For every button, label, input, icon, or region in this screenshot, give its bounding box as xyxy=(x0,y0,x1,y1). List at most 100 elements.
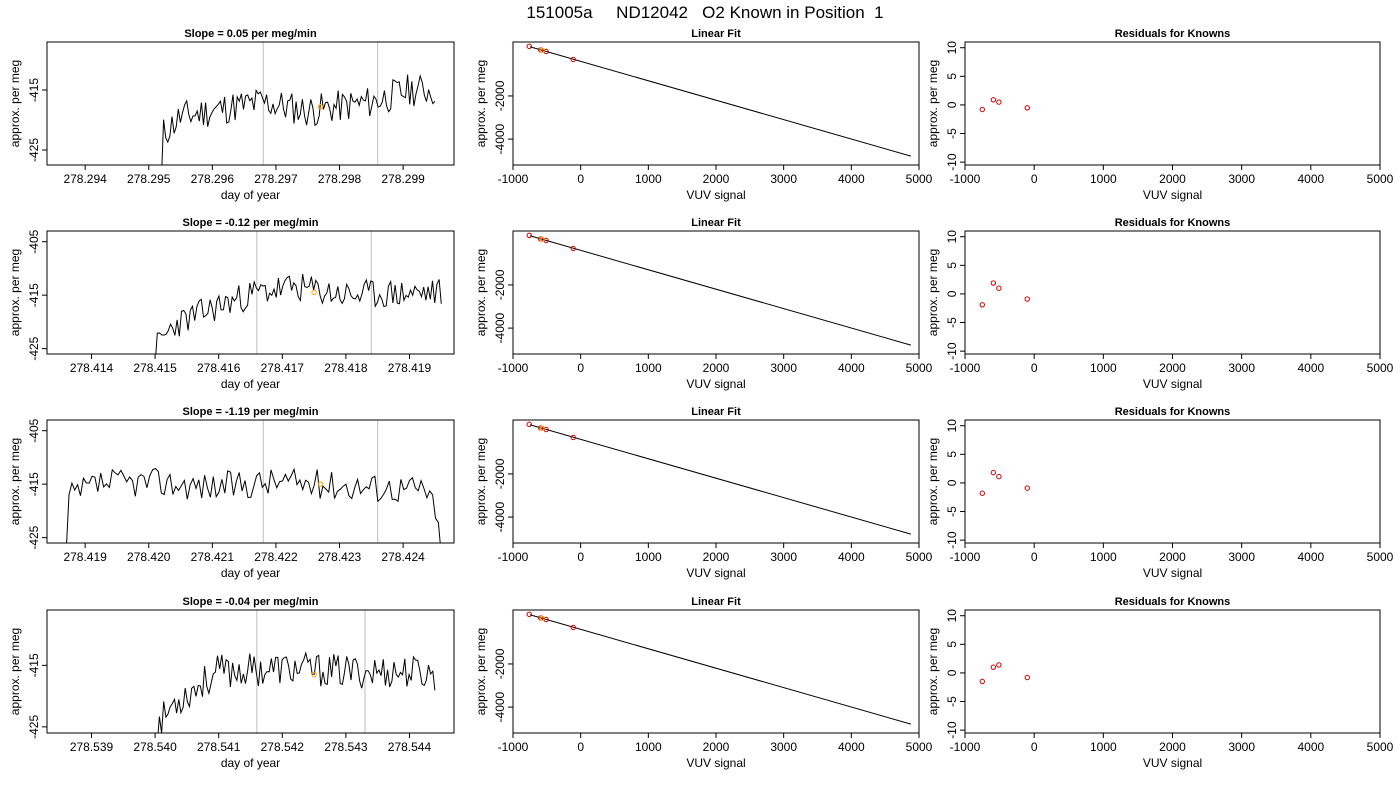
row1-time-frame xyxy=(46,41,455,166)
row4-resid-title: Residuals for Knowns xyxy=(1115,596,1231,608)
row2-resid-xtick-label-2: 1000 xyxy=(1090,361,1117,375)
row4-time-marker-point xyxy=(311,671,317,678)
row3-resid-plot-area xyxy=(979,469,1030,496)
row2-time-xtick-label-0: 278.414 xyxy=(70,361,114,375)
row2-resid-point-3 xyxy=(1024,296,1030,302)
row4-fit-point-3 xyxy=(570,624,576,631)
row2-time-xtick-label-1: 278.415 xyxy=(133,361,177,375)
row4-time-xtick-label-0: 278.539 xyxy=(70,740,114,754)
row3-time-xtick-label-0: 278.419 xyxy=(63,550,107,564)
row1-fit-point-0 xyxy=(526,43,532,50)
row3-resid-point-1 xyxy=(990,469,997,476)
row2-resid-title: Residuals for Knowns xyxy=(1115,217,1231,229)
row2-time-plot-area xyxy=(155,231,442,354)
row3-time-frame xyxy=(46,419,455,544)
row3-resid-xtick-label-1: 0 xyxy=(1031,550,1038,564)
row3-fit-xtick-label-0: -1000 xyxy=(498,550,529,564)
row4-resid-ytick-label-2: 0 xyxy=(945,669,959,676)
row2-fit-ytick-label-0: -2000 xyxy=(493,269,507,300)
row4-time-ytick-label-1: -425 xyxy=(27,715,41,739)
row1-resid-frame xyxy=(964,41,1381,166)
row3-time-series-line xyxy=(66,467,441,543)
figure-title: 151005a ND12042 O2 Known in Position 1 xyxy=(526,3,883,22)
row3-fit-xtick-label-2: 1000 xyxy=(635,550,662,564)
row4-resid-xtick-label-1: 0 xyxy=(1031,740,1038,754)
row2-fit-title: Linear Fit xyxy=(691,217,741,229)
row4-fit-ylabel: approx. per meg xyxy=(474,628,488,715)
row4-fit-ytick-label-0: -2000 xyxy=(493,648,507,679)
row2-resid-xlabel: VUV signal xyxy=(1143,377,1202,391)
row3-fit-xtick-label-1: 0 xyxy=(577,550,584,564)
row2-fit-xlabel: VUV signal xyxy=(686,377,745,391)
row1-fit-plot-area xyxy=(526,43,912,157)
panels-group: Slope = 0.05 per meg/min 278.294 278.295 27… xyxy=(8,28,1394,770)
row1-fit-ytick-label-0: -2000 xyxy=(493,80,507,111)
row3-resid-panel: Residuals for Knowns -1000 0 1000 2000 3000 40… xyxy=(926,406,1394,580)
row2-time-xtick-label-3: 278.417 xyxy=(261,361,305,375)
row3-time-panel: Slope = -1.19 per meg/min 278.419 278.420 2… xyxy=(8,406,455,580)
row2-fit-orange-point-0 xyxy=(539,236,545,242)
row2-fit-xtick-label-0: -1000 xyxy=(498,361,529,375)
row1-time-xtick-label-1: 278.295 xyxy=(127,172,171,186)
row4-time-ylabel: approx. per meg xyxy=(8,628,22,715)
row3-fit-panel: Linear Fit -1000 0 1000 2000 3000 4000 5000 -200… xyxy=(474,406,933,580)
row2-fit-point-3 xyxy=(570,245,576,252)
row2-resid-point-2 xyxy=(996,285,1002,291)
row3-resid-ytick-label-0: 10 xyxy=(945,419,959,433)
row4-time-ytick-label-0: -415 xyxy=(27,653,41,677)
row2-time-title: Slope = -0.12 per meg/min xyxy=(182,217,318,229)
row1-resid-title: Residuals for Knowns xyxy=(1115,28,1231,40)
row2-resid-xtick-label-3: 2000 xyxy=(1159,361,1186,375)
row1-fit-xtick-label-2: 1000 xyxy=(635,172,662,186)
row2-fit-xtick-label-6: 5000 xyxy=(906,361,933,375)
row4-resid-plot-area xyxy=(979,662,1030,685)
row4-time-title: Slope = -0.04 per meg/min xyxy=(182,596,318,608)
row4-fit-xtick-label-6: 5000 xyxy=(906,740,933,754)
row1-resid-xtick-label-4: 3000 xyxy=(1228,172,1255,186)
row4-resid-ylabel: approx. per meg xyxy=(926,628,940,715)
row1-time-ytick-label-1: -425 xyxy=(27,138,41,162)
row4-fit-xtick-label-0: -1000 xyxy=(498,740,529,754)
row1-time-xtick-label-5: 278.299 xyxy=(381,172,425,186)
row1-fit-ytick-label-1: -4000 xyxy=(493,123,507,154)
row2-resid-plot-area xyxy=(979,280,1030,308)
row4-resid-xtick-label-0: -1000 xyxy=(950,740,981,754)
row3-resid-point-2 xyxy=(996,473,1002,480)
row3-fit-ylabel: approx. per meg xyxy=(474,438,488,525)
row1-resid-point-1 xyxy=(990,97,997,103)
row1-fit-frame xyxy=(512,41,920,166)
row3-resid-xtick-label-3: 2000 xyxy=(1159,550,1186,564)
row1-fit-orange-point-0 xyxy=(539,47,545,53)
row3-time-marker-point xyxy=(317,481,324,487)
row4-fit-xtick-label-3: 2000 xyxy=(703,740,730,754)
row1-time-title: Slope = 0.05 per meg/min xyxy=(184,28,317,40)
row1-time-xtick-label-2: 278.296 xyxy=(191,172,235,186)
row1-resid-ytick-label-1: 5 xyxy=(945,73,959,80)
row3-time-ytick-label-1: -415 xyxy=(27,472,41,496)
row1-fit-xtick-label-0: -1000 xyxy=(498,172,529,186)
row4-time-panel: Slope = -0.04 per meg/min 278.539 278.540 2… xyxy=(8,596,455,770)
row3-time-xlabel: day of year xyxy=(221,566,280,580)
row4-fit-orange-point-0 xyxy=(539,615,545,621)
row2-time-marker-point xyxy=(311,289,317,296)
row2-time-series-line xyxy=(155,273,442,354)
row3-fit-xtick-label-6: 5000 xyxy=(906,550,933,564)
row4-fit-plot-area xyxy=(526,611,912,725)
row3-time-xtick-label-3: 278.422 xyxy=(254,550,298,564)
row1-resid-xtick-label-2: 1000 xyxy=(1090,172,1117,186)
row2-fit-frame xyxy=(512,230,920,355)
row2-resid-ytick-label-2: 0 xyxy=(945,290,959,297)
row1-time-xtick-label-4: 278.298 xyxy=(318,172,362,186)
row4-resid-xlabel: VUV signal xyxy=(1143,756,1202,770)
row3-resid-point-3 xyxy=(1024,485,1030,491)
row2-resid-ytick-label-3: -5 xyxy=(945,317,959,328)
row1-resid-ytick-label-2: 0 xyxy=(945,101,959,108)
row3-time-plot-area xyxy=(66,420,441,543)
row4-resid-ytick-label-0: 10 xyxy=(945,609,959,623)
row3-fit-xlabel: VUV signal xyxy=(686,566,745,580)
row4-time-xtick-label-3: 278.542 xyxy=(261,740,305,754)
row3-time-xtick-label-2: 278.421 xyxy=(191,550,235,564)
row1-time-marker-point xyxy=(317,104,324,110)
row1-time-series-line xyxy=(161,73,436,165)
row4-resid-point-3 xyxy=(1024,674,1030,681)
